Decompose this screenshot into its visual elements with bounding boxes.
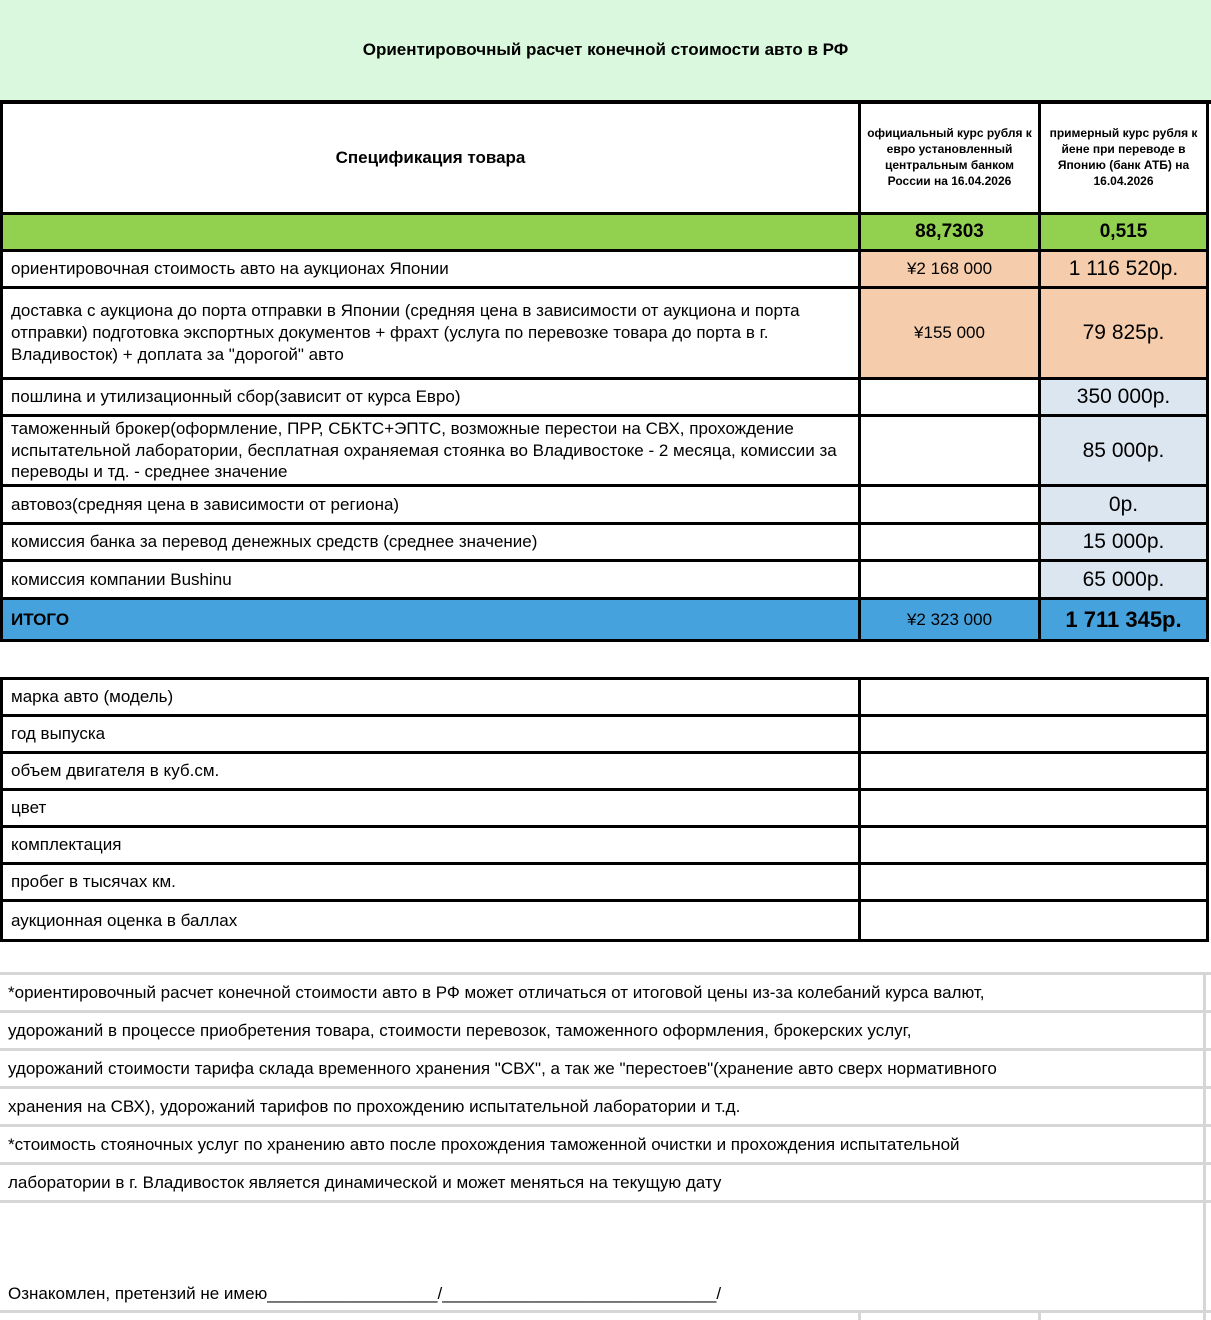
spec-row: пробег в тысячах км.: [3, 865, 1206, 902]
rub-value-cell: 85 000р.: [1041, 417, 1206, 484]
cost-row: пошлина и утилизационный сбор(зависит от…: [3, 380, 1206, 417]
cost-row: ориентировочная стоимость авто на аукцио…: [3, 252, 1206, 289]
header-row: Спецификация товара официальный курс руб…: [3, 104, 1206, 215]
eur-rate-value: 88,7303: [861, 215, 1041, 249]
footnote-line: удорожаний стоимости тарифа склада време…: [0, 1051, 1211, 1089]
cost-label-cell: доставка с аукциона до порта отправки в …: [3, 289, 861, 377]
spec-label-cell: аукционная оценка в баллах: [3, 902, 861, 939]
title-banner: Ориентировочный расчет конечной стоимост…: [0, 0, 1211, 104]
spec-label-cell: год выпуска: [3, 717, 861, 751]
spec-row: марка авто (модель): [3, 680, 1206, 717]
yen-value-cell: [861, 487, 1041, 522]
cost-row: таможенный брокер(оформление, ПРР, СБКТС…: [3, 417, 1206, 487]
rub-value-cell: 1 116 520р.: [1041, 252, 1206, 286]
signature-line: Ознакомлен, претензий не имею___________…: [8, 1284, 722, 1303]
total-rub-value: 1 711 345р.: [1065, 606, 1182, 632]
footnote-line: хранения на СВХ), удорожаний тарифов по …: [0, 1089, 1211, 1127]
total-yen-value: ¥2 323 000: [861, 600, 1041, 639]
gridline-vertical-col1: [858, 1313, 861, 1320]
footnote-line: удорожаний в процессе приобретения товар…: [0, 1013, 1211, 1051]
rub-value-cell: 0р.: [1041, 487, 1206, 522]
eur-rate-header-cell: официальный курс рубля к евро установлен…: [861, 104, 1041, 212]
yen-value-cell: ¥155 000: [861, 289, 1041, 377]
jpy-rate-value: 0,515: [1099, 221, 1148, 242]
cost-label-cell: комиссия компании Bushinu: [3, 562, 861, 597]
footnote-line: лаборатории в г. Владивосток является ди…: [0, 1165, 1211, 1203]
cost-row: комиссия компании Bushinu 65 000р.: [3, 562, 1206, 600]
cost-table: Спецификация товара официальный курс руб…: [0, 104, 1209, 642]
rub-value-cell: 65 000р.: [1041, 562, 1206, 597]
yen-value-cell: ¥2 168 000: [861, 252, 1041, 286]
spec-label-cell: объем двигателя в куб.см.: [3, 754, 861, 788]
rub-value-cell: 15 000р.: [1041, 525, 1206, 559]
spec-input-cell[interactable]: [861, 902, 1206, 939]
page-title: Ориентировочный расчет конечной стоимост…: [362, 40, 849, 59]
spec-label-cell: комплектация: [3, 828, 861, 862]
cost-label-cell: ориентировочная стоимость авто на аукцио…: [3, 252, 861, 286]
rub-value-cell: 350 000р.: [1041, 380, 1206, 414]
gridline-vertical-col2: [1038, 1313, 1041, 1320]
yen-value-cell: [861, 562, 1041, 597]
spec-input-cell[interactable]: [861, 828, 1206, 862]
rate-row-empty-cell: [3, 215, 861, 249]
cost-label-cell: таможенный брокер(оформление, ПРР, СБКТС…: [3, 417, 861, 484]
spec-row: объем двигателя в куб.см.: [3, 754, 1206, 791]
gridline-horizontal-bottom: [0, 1310, 1211, 1313]
spec-row: год выпуска: [3, 717, 1206, 754]
footnote-line: *стоимость стояночных услуг по хранению …: [0, 1127, 1211, 1165]
spec-row: комплектация: [3, 828, 1206, 865]
footnote-line: *ориентировочный расчет конечной стоимос…: [0, 975, 1211, 1013]
yen-value-cell: [861, 525, 1041, 559]
gridline-vertical-right: [1203, 975, 1206, 1320]
spec-row: цвет: [3, 791, 1206, 828]
cost-row: доставка с аукциона до порта отправки в …: [3, 289, 1206, 380]
cost-label-cell: пошлина и утилизационный сбор(зависит от…: [3, 380, 861, 414]
spec-input-cell[interactable]: [861, 717, 1206, 751]
rub-value-cell: 79 825р.: [1041, 289, 1206, 377]
spec-row: аукционная оценка в баллах: [3, 902, 1206, 939]
yen-value-cell: [861, 380, 1041, 414]
cost-label-cell: комиссия банка за перевод денежных средс…: [3, 525, 861, 559]
jpy-rate-header-cell: примерный курс рубля к йене при переводе…: [1049, 126, 1198, 188]
spec-input-cell[interactable]: [861, 754, 1206, 788]
spec-label-cell: марка авто (модель): [3, 680, 861, 714]
cost-label-cell: автовоз(средняя цена в зависимости от ре…: [3, 487, 861, 522]
exchange-rate-row: 88,7303 0,515: [3, 215, 1206, 252]
cost-row: автовоз(средняя цена в зависимости от ре…: [3, 487, 1206, 525]
total-row: ИТОГО ¥2 323 000 1 711 345р.: [3, 600, 1206, 639]
spec-input-cell[interactable]: [861, 791, 1206, 825]
total-label: ИТОГО: [3, 600, 861, 639]
spec-label-cell: пробег в тысячах км.: [3, 865, 861, 899]
car-spec-table: марка авто (модель) год выпуска объем дв…: [0, 677, 1209, 942]
spec-header-cell: Спецификация товара: [3, 104, 861, 212]
spec-label-cell: цвет: [3, 791, 861, 825]
yen-value-cell: [861, 417, 1041, 484]
cost-row: комиссия банка за перевод денежных средс…: [3, 525, 1206, 562]
spec-input-cell[interactable]: [861, 865, 1206, 899]
footnotes-section: *ориентировочный расчет конечной стоимос…: [0, 972, 1211, 1203]
spec-input-cell[interactable]: [861, 680, 1206, 714]
